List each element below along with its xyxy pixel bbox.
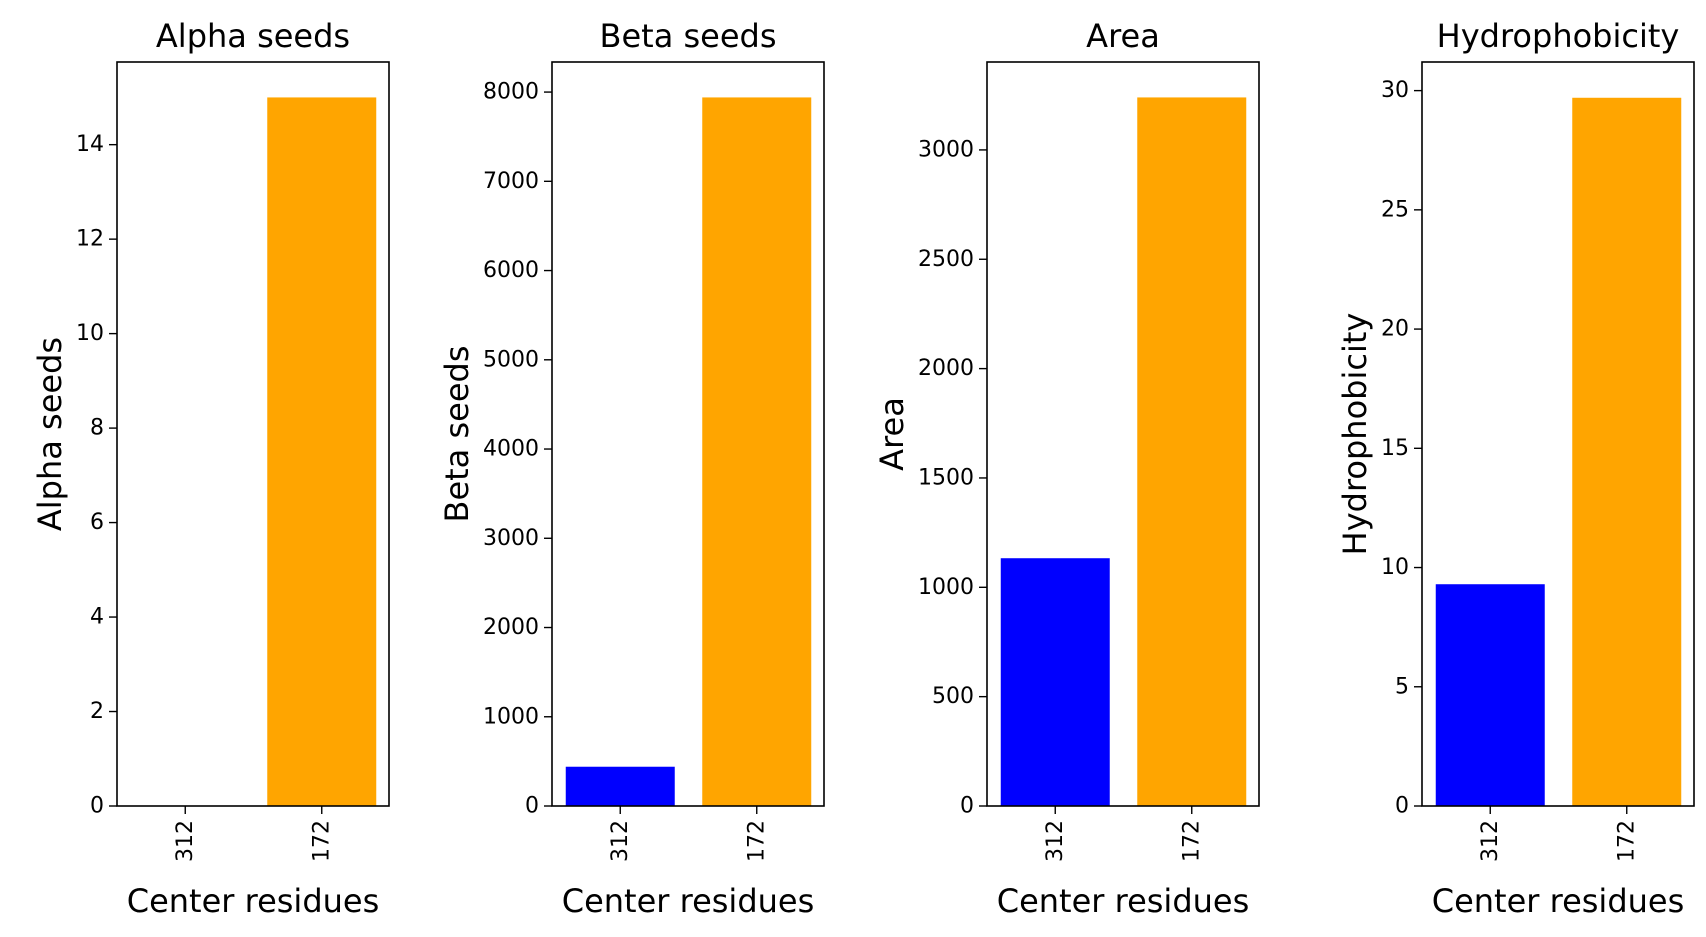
y-tick-label: 15 [1381, 436, 1409, 461]
bar-172 [1572, 97, 1682, 807]
chart-title: Beta seeds [600, 17, 777, 55]
y-tick-label: 25 [1381, 197, 1409, 222]
y-axis-label: Area [873, 397, 911, 471]
y-tick-label: 6 [90, 510, 104, 535]
subplot-1: 312 172 0 2 4 6 8 10 12 14 Alpha seeds Center resid… [31, 17, 390, 920]
axes-frame [116, 61, 390, 807]
y-axis-label: Hydrophobicity [1336, 313, 1374, 556]
y-tick-label: 0 [1395, 794, 1409, 819]
x-tick-label: 172 [309, 820, 334, 862]
x-axis-label: Center residues [1432, 882, 1685, 920]
bar-172 [267, 97, 377, 806]
bar-172 [1137, 97, 1247, 806]
chart-title: Area [1086, 17, 1160, 55]
y-tick-label: 3000 [483, 526, 539, 551]
y-tick-label: 4000 [483, 437, 539, 462]
x-axis-label: Center residues [997, 882, 1250, 920]
y-tick-label: 5000 [483, 347, 539, 372]
y-tick-label: 8 [90, 416, 104, 441]
x-axis-label: Center residues [562, 882, 815, 920]
y-tick-label: 12 [76, 227, 104, 252]
y-tick-label: 30 [1381, 78, 1409, 103]
y-tick-label: 10 [1381, 555, 1409, 580]
chart-title: Alpha seeds [156, 17, 350, 55]
y-tick-label: 500 [932, 684, 974, 709]
y-tick-label: 2500 [918, 247, 974, 272]
subplot-3: 312 172 0 500 1000 1500 2000 2500 3000 Area Center… [873, 17, 1260, 920]
chart-title: Hydrophobicity [1437, 17, 1680, 55]
y-tick-label: 14 [76, 132, 104, 157]
x-tick-label: 172 [1179, 820, 1204, 862]
axes-frame [551, 61, 825, 807]
y-tick-label: 3000 [918, 137, 974, 162]
y-tick-label: 1500 [918, 465, 974, 490]
axes-frame [1421, 61, 1695, 807]
y-axis-label: Beta seeds [438, 346, 476, 523]
y-tick-label: 2000 [918, 356, 974, 381]
x-axis-label: Center residues [127, 882, 380, 920]
y-tick-label: 0 [960, 794, 974, 819]
y-tick-label: 0 [90, 794, 104, 819]
x-tick-label: 312 [1478, 820, 1503, 862]
y-tick-label: 6000 [483, 258, 539, 283]
axes-frame [986, 61, 1260, 807]
x-tick-label: 172 [1614, 820, 1639, 862]
bar-312 [1435, 584, 1545, 806]
y-tick-label: 1000 [483, 704, 539, 729]
bar-312 [1000, 558, 1110, 806]
y-tick-label: 0 [525, 794, 539, 819]
y-tick-label: 7000 [483, 169, 539, 194]
y-tick-label: 1000 [918, 575, 974, 600]
bar-312 [565, 766, 675, 806]
y-axis-label: Alpha seeds [31, 337, 69, 531]
x-tick-label: 312 [1043, 820, 1068, 862]
y-tick-label: 10 [76, 321, 104, 346]
y-tick-label: 2 [90, 699, 104, 724]
y-tick-label: 20 [1381, 317, 1409, 342]
y-tick-label: 5 [1395, 674, 1409, 699]
y-tick-label: 2000 [483, 615, 539, 640]
x-tick-label: 312 [173, 820, 198, 862]
bar-172 [702, 97, 812, 806]
y-tick-label: 8000 [483, 80, 539, 105]
subplot-4: 312 172 0 5 10 15 20 25 30 Hydrophobicity Center r… [1336, 17, 1695, 920]
x-tick-label: 312 [608, 820, 633, 862]
y-tick-label: 4 [90, 605, 104, 630]
x-tick-label: 172 [744, 820, 769, 862]
subplot-2: 312 172 0 1000 2000 3000 4000 5000 6000 7000 8000 B… [438, 17, 825, 920]
